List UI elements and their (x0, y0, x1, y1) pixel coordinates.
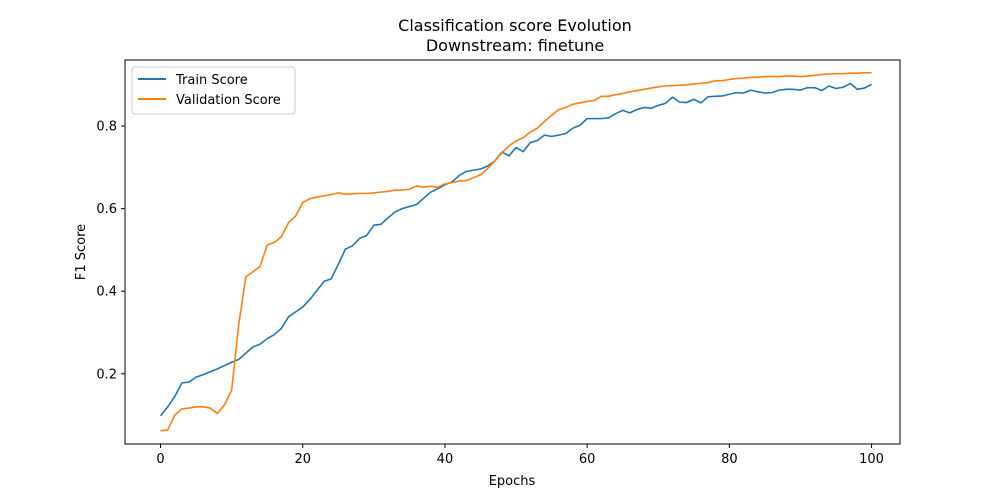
legend: Train Score Validation Score (131, 66, 296, 115)
chart-title: Classification score Evolution (398, 16, 632, 35)
series-line-validation (160, 72, 872, 432)
plot-area (159, 72, 872, 432)
series-line-train (159, 82, 872, 417)
y-axis: 0.2 0.4 0.6 0.8 (96, 120, 125, 382)
x-tick-label: 100 (859, 452, 884, 467)
axes-frame (124, 59, 901, 445)
y-tick-label: 0.8 (96, 120, 117, 135)
legend-label-train: Train Score (175, 73, 248, 88)
x-axis: 0 20 40 60 80 100 (156, 444, 884, 467)
y-tick-label: 0.2 (96, 367, 117, 382)
chart-subtitle: Downstream: finetune (426, 36, 604, 55)
y-axis-label: F1 Score (74, 224, 89, 280)
x-tick-label: 20 (294, 452, 311, 467)
x-tick-label: 80 (721, 452, 738, 467)
y-tick-label: 0.6 (96, 202, 117, 217)
y-tick-label: 0.4 (96, 285, 117, 300)
x-tick-label: 60 (579, 452, 596, 467)
x-tick-label: 0 (156, 452, 164, 467)
legend-label-validation: Validation Score (176, 93, 281, 108)
x-tick-label: 40 (437, 452, 454, 467)
x-axis-label: Epochs (489, 474, 536, 489)
legend-box (131, 66, 296, 115)
